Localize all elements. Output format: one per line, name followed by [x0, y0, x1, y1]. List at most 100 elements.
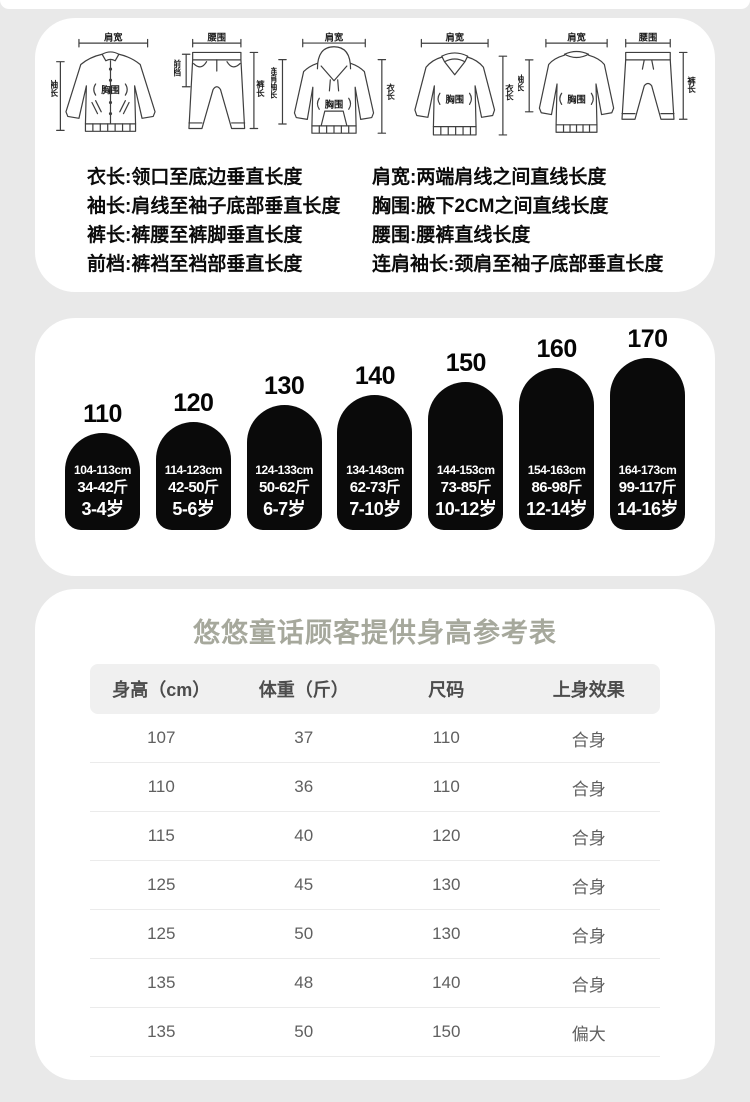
definition-line: 袖长:肩线至袖子底部垂直长度 [87, 196, 341, 217]
age-range: 6-7岁 [263, 499, 306, 519]
cell-size: 150 [375, 1007, 518, 1057]
age-range: 5-6岁 [172, 499, 215, 519]
definition-line: 前档:裤裆至裆部垂直长度 [87, 254, 303, 275]
pants-length-label: 裤长 [686, 76, 696, 94]
sleeve-length-label: 袖长 [51, 80, 59, 98]
definition-line: 胸围:腋下2CM之间直线长度 [372, 196, 609, 217]
age-range: 7-10岁 [349, 499, 401, 519]
size-capsule: 104-113cm 34-42斤 3-4岁 [65, 433, 140, 530]
size-column: 150 144-153cm 73-85斤 10-12岁 [428, 349, 504, 530]
table-row: 110 36 110 合身 [90, 762, 660, 812]
cell-fit: 合身 [517, 762, 660, 812]
definition-line: 连肩袖长:颈肩至袖子底部垂直长度 [372, 254, 664, 275]
table-row: 125 50 130 合身 [90, 909, 660, 959]
height-reference-card: 悠悠童话顾客提供身高参考表 身高（cm） 体重（斤） 尺码 上身效果 107 3… [35, 589, 715, 1080]
waist-label: 腰围 [206, 32, 226, 42]
sleeve-length-label: 袖长 [518, 74, 525, 92]
cell-fit: 合身 [517, 811, 660, 861]
cell-fit: 合身 [517, 909, 660, 959]
jacket-diagram: 肩宽 袖长 胸围 [51, 32, 156, 132]
size-capsule: 124-133cm 50-62斤 6-7岁 [246, 405, 322, 530]
table-row: 107 37 110 合身 [90, 714, 660, 763]
age-range: 10-12岁 [435, 499, 497, 519]
cell-height: 107 [90, 714, 233, 763]
chest-label: 胸围 [324, 98, 342, 109]
cell-weight: 50 [232, 909, 375, 959]
weight-range: 50-62斤 [258, 479, 310, 496]
cell-weight: 45 [232, 860, 375, 910]
table-row: 125 45 130 合身 [90, 860, 660, 910]
size-chart-card: 110 104-113cm 34-42斤 3-4岁 120 114-123cm … [35, 318, 715, 576]
waist-label: 腰围 [637, 32, 657, 42]
size-column: 160 154-163cm 86-98斤 12-14岁 [519, 335, 595, 530]
definitions-right-column: 肩宽:两端肩线之间直线长度 胸围:腋下2CM之间直线长度 腰围:腰裤直线长度 连… [372, 163, 663, 279]
column-header-weight: 体重（斤） [232, 664, 375, 714]
cell-fit: 合身 [517, 714, 660, 763]
size-column: 130 124-133cm 50-62斤 6-7岁 [246, 372, 322, 530]
weight-range: 86-98斤 [531, 479, 582, 496]
chest-label: 胸围 [567, 94, 586, 105]
height-range: 124-133cm [255, 463, 314, 477]
garment-diagrams-row: 肩宽 袖长 胸围 腰围 前档 裤长 肩宽 [35, 18, 715, 154]
table-row: 135 50 150 偏大 [90, 1007, 660, 1057]
definitions-left-column: 衣长:领口至底边垂直长度 袖长:肩线至袖子底部垂直长度 裤长:裤腰至裤脚垂直长度… [87, 163, 372, 279]
definition-line: 肩宽:两端肩线之间直线长度 [372, 167, 607, 188]
cell-height: 110 [90, 762, 233, 812]
shoulder-width-label: 肩宽 [444, 32, 464, 42]
measurement-guide-card: 肩宽 袖长 胸围 腰围 前档 裤长 肩宽 [35, 18, 715, 292]
column-header-size: 尺码 [375, 664, 518, 714]
size-column: 110 104-113cm 34-42斤 3-4岁 [65, 400, 140, 530]
definition-line: 裤长:裤腰至裤脚垂直长度 [87, 225, 303, 246]
table-row: 115 40 120 合身 [90, 811, 660, 861]
height-range: 154-163cm [527, 463, 586, 477]
hoodie-diagram: 肩宽 连肩袖长 胸围 衣长 [271, 32, 395, 134]
cell-size: 130 [375, 860, 518, 910]
size-label: 130 [264, 372, 305, 400]
cell-fit: 合身 [517, 860, 660, 910]
size-label: 170 [627, 325, 668, 353]
cell-height: 135 [90, 958, 233, 1008]
table-header-row: 身高（cm） 体重（斤） 尺码 上身效果 [90, 664, 660, 714]
sweater-diagram: 肩宽 胸围 衣长 [413, 32, 514, 136]
cell-size: 140 [375, 958, 518, 1008]
column-header-fit: 上身效果 [517, 664, 660, 714]
previous-card-edge [0, 0, 750, 9]
size-label: 150 [445, 349, 487, 377]
cell-size: 120 [375, 811, 518, 861]
shoulder-width-label: 肩宽 [323, 32, 343, 42]
cell-weight: 40 [232, 811, 375, 861]
shoulder-width-label: 肩宽 [103, 32, 123, 42]
definition-line: 衣长:领口至底边垂直长度 [87, 167, 303, 188]
cell-height: 135 [90, 1007, 233, 1057]
size-column: 140 134-143cm 62-73斤 7-10岁 [337, 362, 413, 530]
cell-fit: 偏大 [517, 1007, 660, 1057]
size-capsule: 134-143cm 62-73斤 7-10岁 [337, 395, 413, 530]
height-range: 164-173cm [618, 463, 677, 477]
cell-size: 130 [375, 909, 518, 959]
age-range: 12-14岁 [526, 499, 588, 519]
cell-fit: 合身 [517, 958, 660, 1008]
pants-diagram: 腰围 前档 裤长 [174, 32, 265, 130]
size-column: 120 114-123cm 42-50斤 5-6岁 [155, 389, 231, 530]
chest-label: 胸围 [445, 94, 464, 105]
height-range: 104-113cm [73, 463, 132, 477]
height-range: 144-153cm [436, 463, 495, 477]
cell-weight: 36 [232, 762, 375, 812]
column-header-height: 身高（cm） [90, 664, 233, 714]
height-range: 114-123cm [164, 463, 223, 477]
measurement-definitions: 衣长:领口至底边垂直长度 袖长:肩线至袖子底部垂直长度 裤长:裤腰至裤脚垂直长度… [35, 163, 715, 279]
size-label: 160 [536, 335, 578, 363]
size-capsules-row: 110 104-113cm 34-42斤 3-4岁 120 114-123cm … [65, 325, 685, 530]
table-row: 135 48 140 合身 [90, 958, 660, 1008]
front-rise-label: 前档 [174, 59, 182, 77]
cell-height: 115 [90, 811, 233, 861]
weight-range: 42-50斤 [168, 479, 219, 496]
weight-range: 62-73斤 [349, 479, 401, 496]
height-reference-table: 身高（cm） 体重（斤） 尺码 上身效果 107 37 110 合身 110 3… [90, 664, 660, 1057]
age-range: 14-16岁 [616, 499, 679, 519]
size-capsule: 114-123cm 42-50斤 5-6岁 [155, 422, 231, 530]
garment-length-label: 衣长 [385, 83, 395, 101]
reference-table-title: 悠悠童话顾客提供身高参考表 [193, 618, 557, 648]
cell-height: 125 [90, 860, 233, 910]
size-capsule: 144-153cm 73-85斤 10-12岁 [428, 382, 504, 530]
